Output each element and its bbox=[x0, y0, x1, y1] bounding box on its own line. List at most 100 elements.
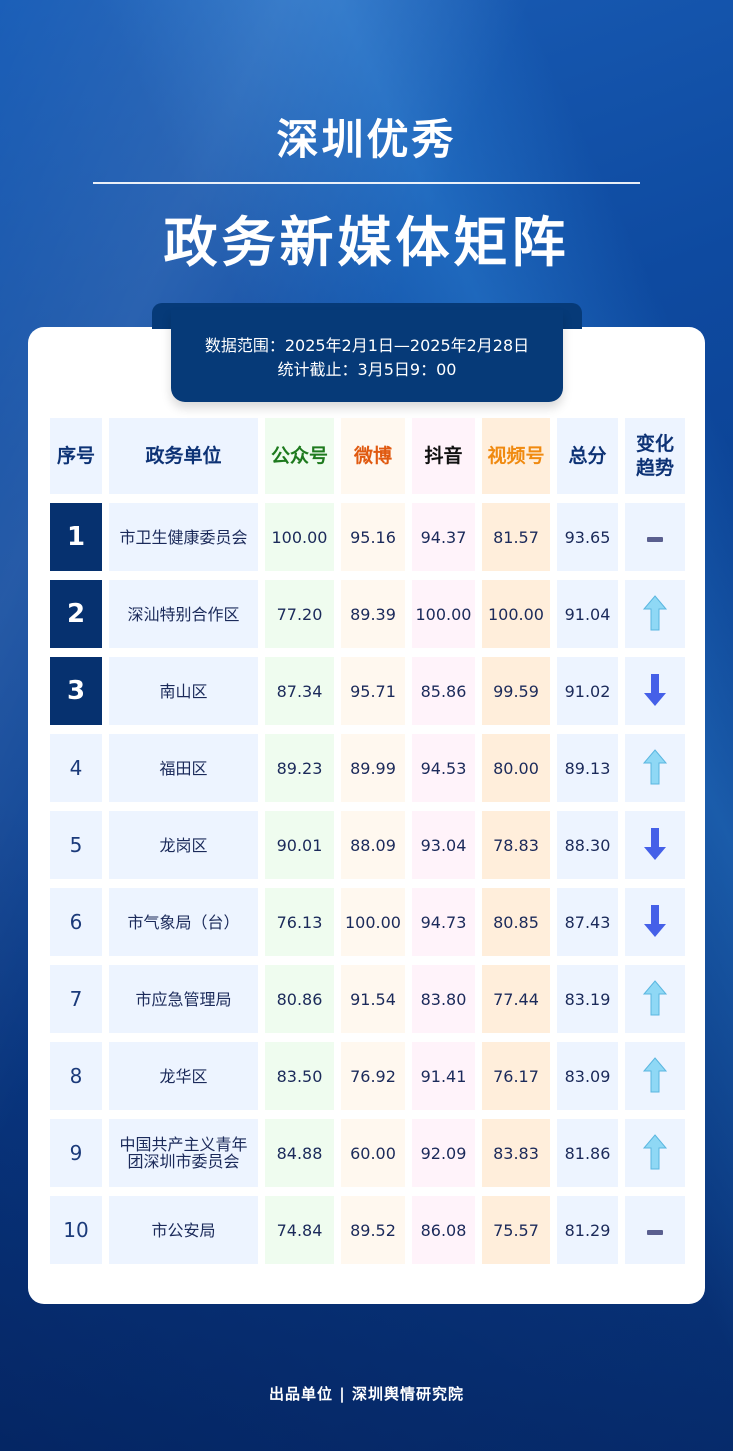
weibo-value: 89.99 bbox=[350, 758, 396, 778]
unit-value: 深汕特别合作区 bbox=[127, 604, 240, 624]
arrow-up-icon bbox=[642, 594, 668, 635]
cell-weibo: 89.39 bbox=[341, 580, 405, 648]
rank-value: 7 bbox=[69, 986, 83, 1011]
cell-trend bbox=[625, 1119, 685, 1187]
cell-video: 100.00 bbox=[482, 580, 550, 648]
video-value: 76.17 bbox=[493, 1066, 539, 1086]
cell-trend bbox=[625, 888, 685, 956]
unit-value: 福田区 bbox=[159, 758, 208, 778]
header-label: 总分 bbox=[568, 445, 607, 467]
cell-weibo: 91.54 bbox=[341, 965, 405, 1033]
cell-douyin: 85.86 bbox=[412, 657, 475, 725]
cell-trend bbox=[625, 734, 685, 802]
header-label: 微博 bbox=[353, 445, 392, 467]
cell-unit: 市气象局（台） bbox=[109, 888, 258, 956]
cell-weibo: 100.00 bbox=[341, 888, 405, 956]
rank-value: 2 bbox=[66, 598, 86, 629]
weibo-value: 89.52 bbox=[350, 1220, 396, 1240]
cell-douyin: 83.80 bbox=[412, 965, 475, 1033]
douyin-value: 100.00 bbox=[415, 604, 472, 624]
cell-total: 89.13 bbox=[557, 734, 618, 802]
cell-unit: 龙岗区 bbox=[109, 811, 258, 879]
video-value: 80.85 bbox=[493, 912, 539, 932]
total-value: 88.30 bbox=[564, 835, 611, 855]
cell-rank: 4 bbox=[50, 734, 102, 802]
info-banner: 数据范围：2025年2月1日—2025年2月28日 统计截止：3月5日9：00 bbox=[171, 310, 563, 402]
weibo-value: 60.00 bbox=[350, 1143, 396, 1163]
douyin-value: 93.04 bbox=[420, 835, 467, 855]
douyin-value: 86.08 bbox=[420, 1220, 467, 1240]
video-value: 75.57 bbox=[493, 1220, 539, 1240]
wechat-value: 77.20 bbox=[276, 604, 323, 624]
arrow-up-icon bbox=[642, 748, 668, 789]
video-value: 81.57 bbox=[493, 527, 539, 547]
weibo-value: 91.54 bbox=[350, 989, 396, 1009]
cell-rank: 1 bbox=[50, 503, 102, 571]
cell-douyin: 100.00 bbox=[412, 580, 475, 648]
cell-trend bbox=[625, 580, 685, 648]
total-value: 91.04 bbox=[564, 604, 611, 624]
wechat-value: 89.23 bbox=[276, 758, 323, 778]
unit-value: 市气象局（台） bbox=[127, 912, 240, 932]
arrow-down-icon bbox=[642, 826, 668, 865]
unit-value: 龙岗区 bbox=[159, 835, 208, 855]
cell-rank: 8 bbox=[50, 1042, 102, 1110]
cell-video: 81.57 bbox=[482, 503, 550, 571]
douyin-value: 91.41 bbox=[420, 1066, 467, 1086]
cell-wechat: 87.34 bbox=[265, 657, 334, 725]
cell-unit: 南山区 bbox=[109, 657, 258, 725]
total-value: 91.02 bbox=[564, 681, 611, 701]
weibo-value: 76.92 bbox=[350, 1066, 396, 1086]
arrow-down-icon bbox=[642, 903, 668, 942]
wechat-value: 84.88 bbox=[276, 1143, 323, 1163]
cell-rank: 7 bbox=[50, 965, 102, 1033]
weibo-value: 100.00 bbox=[345, 912, 401, 932]
cell-total: 88.30 bbox=[557, 811, 618, 879]
video-value: 77.44 bbox=[493, 989, 539, 1009]
cell-unit: 中国共产主义青年团深圳市委员会 bbox=[109, 1119, 258, 1187]
header-label: 视频号 bbox=[487, 445, 545, 467]
rank-value: 4 bbox=[69, 755, 83, 780]
arrow-up-icon bbox=[642, 1133, 668, 1174]
weibo-value: 88.09 bbox=[350, 835, 396, 855]
header-rank: 序号 bbox=[50, 418, 102, 494]
rank-value: 3 bbox=[66, 675, 86, 706]
cell-total: 91.04 bbox=[557, 580, 618, 648]
video-value: 83.83 bbox=[493, 1143, 539, 1163]
weibo-value: 89.39 bbox=[350, 604, 396, 624]
cell-total: 81.29 bbox=[557, 1196, 618, 1264]
cell-wechat: 84.88 bbox=[265, 1119, 334, 1187]
cell-total: 83.19 bbox=[557, 965, 618, 1033]
cell-weibo: 60.00 bbox=[341, 1119, 405, 1187]
cell-total: 81.86 bbox=[557, 1119, 618, 1187]
rank-value: 9 bbox=[69, 1140, 83, 1165]
footer-credit: 出品单位 | 深圳舆情研究院 bbox=[269, 1385, 464, 1403]
arrow-up-icon bbox=[642, 979, 668, 1020]
weibo-value: 95.71 bbox=[350, 681, 396, 701]
total-value: 87.43 bbox=[564, 912, 611, 932]
cell-wechat: 83.50 bbox=[265, 1042, 334, 1110]
cell-trend bbox=[625, 1042, 685, 1110]
cell-unit: 市卫生健康委员会 bbox=[109, 503, 258, 571]
cell-unit: 市应急管理局 bbox=[109, 965, 258, 1033]
cell-rank: 2 bbox=[50, 580, 102, 648]
rank-value: 1 bbox=[66, 521, 86, 552]
cell-total: 83.09 bbox=[557, 1042, 618, 1110]
unit-value: 龙华区 bbox=[159, 1066, 208, 1086]
arrow-down-icon bbox=[642, 672, 668, 711]
header-label: 变化趋势 bbox=[635, 433, 674, 479]
header-label: 公众号 bbox=[270, 445, 328, 467]
cell-wechat: 89.23 bbox=[265, 734, 334, 802]
douyin-value: 94.73 bbox=[420, 912, 467, 932]
video-value: 78.83 bbox=[493, 835, 539, 855]
wechat-value: 76.13 bbox=[276, 912, 323, 932]
cell-weibo: 89.52 bbox=[341, 1196, 405, 1264]
cell-rank: 3 bbox=[50, 657, 102, 725]
cell-wechat: 80.86 bbox=[265, 965, 334, 1033]
header-video: 视频号 bbox=[482, 418, 550, 494]
video-value: 80.00 bbox=[493, 758, 539, 778]
dash-icon bbox=[645, 1222, 665, 1239]
cell-weibo: 76.92 bbox=[341, 1042, 405, 1110]
wechat-value: 74.84 bbox=[276, 1220, 323, 1240]
total-value: 89.13 bbox=[564, 758, 611, 778]
